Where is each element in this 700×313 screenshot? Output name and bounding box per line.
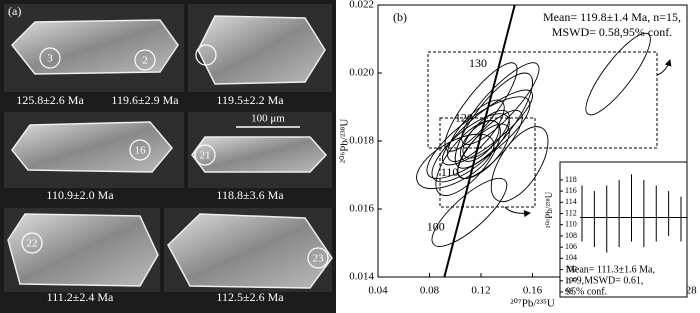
error-ellipse xyxy=(431,113,510,183)
spot-age: 118.8±3.6 Ma xyxy=(216,188,284,202)
arrow xyxy=(504,206,531,218)
y-tick-label: 112 xyxy=(565,208,577,217)
y-tick-label: 114 xyxy=(565,197,577,206)
concordia-age-label: 130 xyxy=(469,56,487,70)
concordia-curve xyxy=(443,5,516,277)
y-tick-label: 0.022 xyxy=(349,0,374,11)
analysis-spot xyxy=(39,47,61,69)
y-tick-label: 100 xyxy=(565,276,577,285)
x-axis-label: ²⁰⁷Pb/²³⁵U xyxy=(510,298,555,310)
zircon-grain xyxy=(191,136,328,173)
x-tick-label: 0.12 xyxy=(471,285,490,297)
zircon-grain xyxy=(11,121,173,173)
spot-number: 22 xyxy=(27,238,38,250)
zoom-box xyxy=(439,117,536,208)
y-tick-label: 98 xyxy=(565,287,573,296)
y-tick-label: 110 xyxy=(565,220,577,229)
y-tick-label: 0.018 xyxy=(349,135,374,147)
x-tick-label: 0.16 xyxy=(523,285,543,297)
error-ellipse xyxy=(416,133,495,190)
analysis-spot xyxy=(195,44,217,66)
y-tick-label: 108 xyxy=(565,231,577,240)
y-axis-label: ²⁰⁶Pb/²³⁸U xyxy=(339,119,351,164)
zircon-grain xyxy=(197,15,326,85)
zircon-grain xyxy=(167,213,333,289)
y-tick-label: 116 xyxy=(565,186,577,195)
concordia-age-label: 100 xyxy=(427,219,445,233)
annotation: MSWD= 0.58,95% conf. xyxy=(552,25,672,39)
y-axis-label: ²⁰⁶Pb/²³⁸U xyxy=(544,191,554,228)
y-tick-label: 104 xyxy=(565,253,577,262)
y-tick-label: 0.016 xyxy=(349,203,374,215)
concordia-age-label: 120 xyxy=(455,110,473,124)
x-tick-label: 0.04 xyxy=(368,285,388,297)
analysis-spot xyxy=(21,232,43,254)
spot-number: 3 xyxy=(47,53,53,65)
y-tick-label: 106 xyxy=(565,242,577,251)
analysis-spot xyxy=(194,144,216,166)
spot-age: 119.6±2.9 Ma xyxy=(111,93,179,107)
annotation: Mean= 119.8±1.4 Ma, n=15, xyxy=(543,10,681,24)
y-tick-label: 102 xyxy=(565,264,577,273)
annotation: Mean= 111.3±1.6 Ma, xyxy=(566,264,655,275)
scale-bar-label: 100 μm xyxy=(251,113,285,125)
panel-label: (b) xyxy=(393,10,407,24)
error-ellipse xyxy=(462,109,510,159)
analysis-spot xyxy=(307,247,329,269)
annotation: 95% conf. xyxy=(566,286,607,297)
concordia-age-label: 110 xyxy=(441,165,459,179)
zoom-box xyxy=(427,51,658,149)
annotation: n=9,MSWD= 0.61, xyxy=(566,275,643,286)
spot-age: 112.5±2.6 Ma xyxy=(216,290,284,304)
y-tick-label: 118 xyxy=(565,175,577,184)
spot-age: 125.8±2.6 Ma xyxy=(16,93,84,107)
spot-number: 2 xyxy=(142,55,148,67)
spot-age: 111.2±2.4 Ma xyxy=(47,290,114,304)
y-tick-label: 0.020 xyxy=(349,67,374,79)
error-ellipse xyxy=(585,32,651,116)
spot-age: 110.9±2.0 Ma xyxy=(46,188,114,202)
error-ellipse xyxy=(431,177,508,247)
plot-area xyxy=(416,5,651,277)
error-ellipse xyxy=(447,99,505,162)
zircon-grain xyxy=(10,19,179,75)
x-tick-label: 0.08 xyxy=(420,285,440,297)
spot-age: 119.5±2.2 Ma xyxy=(216,93,284,107)
arrow xyxy=(656,59,672,76)
zircon-grain xyxy=(7,213,159,287)
spot-number: 16 xyxy=(135,145,147,157)
y-tick-label: 0.014 xyxy=(349,271,374,283)
spot-number: 23 xyxy=(313,253,325,265)
error-ellipse xyxy=(444,62,518,152)
analysis-spot xyxy=(129,139,151,161)
panel-label: (a) xyxy=(8,4,21,18)
spot-number: 21 xyxy=(200,150,211,162)
analysis-spot xyxy=(134,49,156,71)
inset-frame xyxy=(559,161,688,298)
error-ellipse xyxy=(490,126,549,202)
